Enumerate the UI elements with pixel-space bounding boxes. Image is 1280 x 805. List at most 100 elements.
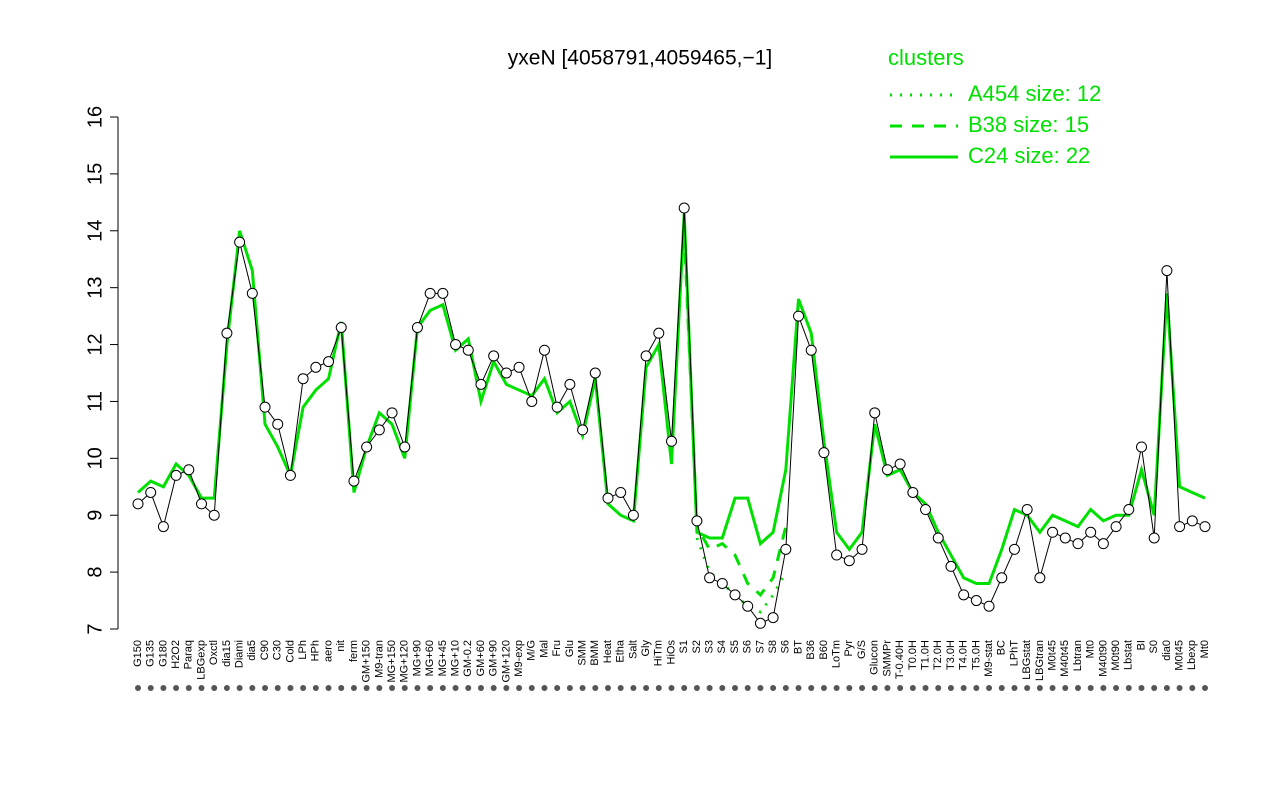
data-point	[361, 441, 373, 453]
x-tick-label: T1.0H	[919, 640, 931, 670]
x-tick-dot	[300, 685, 307, 691]
x-tick-dot	[1113, 685, 1120, 691]
data-point	[983, 600, 995, 612]
data-point	[602, 492, 614, 504]
x-tick-dot	[389, 685, 396, 691]
x-tick-dot	[1163, 685, 1170, 691]
x-tick-dot	[947, 685, 954, 691]
x-tick-label: H2O2	[170, 640, 182, 669]
data-point	[831, 549, 843, 561]
x-tick-dot	[401, 685, 408, 691]
x-tick-dot	[1151, 685, 1158, 691]
x-tick-dot	[173, 685, 180, 691]
x-tick-label: G150	[132, 640, 144, 667]
x-tick-label: Gly	[640, 640, 652, 657]
x-tick-label: M40t90	[1097, 640, 1109, 677]
x-tick-label: Pyr	[843, 640, 855, 657]
x-tick-dot	[325, 685, 332, 691]
x-tick-dot	[998, 685, 1005, 691]
x-tick-label: S0	[1148, 640, 1160, 653]
x-tick-label: MG+120	[399, 640, 411, 683]
x-tick-label: Paraq	[183, 640, 195, 669]
x-tick-dot	[1138, 685, 1145, 691]
data-point	[221, 327, 233, 339]
data-point	[716, 577, 728, 589]
x-tick-label: GM+90	[488, 640, 500, 676]
data-point	[399, 441, 411, 453]
x-tick-label: S2	[691, 640, 703, 653]
x-tick-dot	[554, 685, 561, 691]
chart-title: yxeN [4058791,4059465,−1]	[508, 47, 772, 70]
x-tick-dot	[1176, 685, 1183, 691]
x-tick-label: dia15	[221, 640, 233, 667]
x-tick-label: Glu	[564, 640, 576, 657]
x-tick-dot	[630, 685, 637, 691]
x-tick-dot	[757, 685, 764, 691]
data-line	[137, 207, 1206, 624]
x-tick-dot	[986, 685, 993, 691]
x-tick-dot	[973, 685, 980, 691]
x-tick-dot	[1024, 685, 1031, 691]
x-tick-label: BI	[1135, 640, 1147, 650]
x-tick-dot	[427, 685, 434, 691]
y-tick-label: 14	[84, 220, 106, 242]
data-point	[437, 287, 449, 299]
x-tick-dot	[160, 685, 167, 691]
x-tick-dot	[223, 685, 230, 691]
x-tick-dot	[1202, 685, 1208, 691]
x-tick-dot	[681, 685, 688, 691]
data-point	[843, 555, 855, 567]
x-tick-label: S3	[704, 640, 716, 653]
x-tick-dot	[922, 685, 929, 691]
x-tick-dot	[1011, 685, 1018, 691]
legend-label: C24 size: 22	[968, 143, 1090, 168]
data-point	[1174, 521, 1186, 533]
y-tick-label: 12	[84, 333, 106, 355]
x-tick-dot	[198, 685, 205, 691]
data-point	[1199, 521, 1211, 533]
x-tick-label: BMM	[589, 640, 601, 666]
data-point	[462, 344, 474, 356]
x-tick-label: S5	[729, 640, 741, 653]
x-tick-label: M/G	[526, 640, 538, 661]
x-tick-label: LBGtran	[1034, 640, 1046, 681]
data-point	[475, 378, 487, 390]
x-tick-dot	[808, 685, 815, 691]
data-point	[996, 572, 1008, 584]
x-tick-label: Salt	[627, 640, 639, 659]
x-tick-label: LBGstat	[1021, 640, 1033, 680]
data-point	[627, 509, 639, 521]
legend-label: B38 size: 15	[968, 112, 1089, 137]
data-point	[653, 327, 665, 339]
x-tick-dot	[477, 685, 484, 691]
x-tick-label: M9-tran	[373, 640, 385, 678]
x-tick-dot	[274, 685, 281, 691]
data-point	[666, 435, 677, 447]
data-point	[284, 469, 296, 481]
data-point	[323, 356, 335, 368]
x-tick-label: M0t45	[1174, 640, 1186, 671]
x-tick-label: GM+150	[361, 640, 373, 683]
legend-title: clusters	[888, 45, 964, 70]
x-tick-label: C30	[272, 640, 284, 660]
x-tick-dot	[439, 685, 446, 691]
x-tick-label: S1	[678, 640, 690, 653]
x-tick-label: MG+10	[449, 640, 461, 676]
data-point	[1008, 543, 1020, 555]
x-tick-label: MG+90	[411, 640, 423, 676]
x-tick-label: GM+60	[475, 640, 487, 676]
x-tick-dot	[719, 685, 726, 691]
y-tick-label: 9	[84, 510, 106, 521]
x-tick-dot	[693, 685, 700, 691]
x-tick-dot	[744, 685, 751, 691]
data-point	[729, 589, 741, 601]
x-tick-label: Lbexp	[1186, 640, 1198, 670]
x-tick-label: M0t45	[1046, 640, 1058, 671]
data-point	[1161, 265, 1173, 277]
x-tick-label: HiTm	[653, 640, 665, 666]
data-point	[386, 407, 398, 419]
y-tick-label: 13	[84, 277, 106, 299]
data-point	[704, 572, 716, 584]
data-point	[589, 367, 601, 379]
